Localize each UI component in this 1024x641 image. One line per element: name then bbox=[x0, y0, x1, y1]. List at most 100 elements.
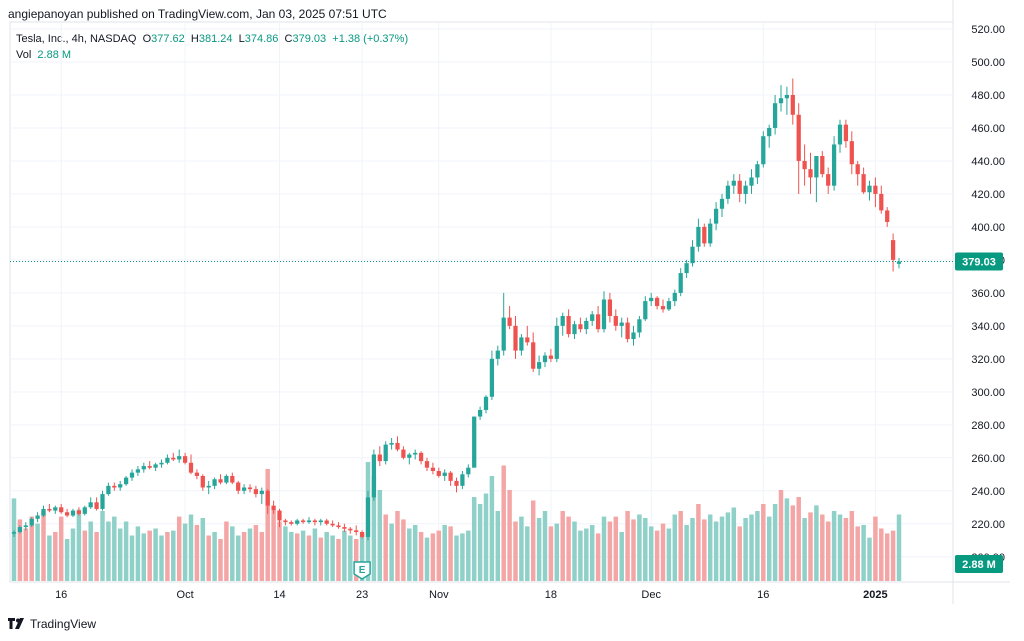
volume-bar bbox=[265, 469, 270, 581]
published-header: angiepanoyan published on TradingView.co… bbox=[8, 7, 387, 21]
volume-bar bbox=[525, 526, 530, 581]
candle-body bbox=[690, 246, 695, 264]
candle-body bbox=[401, 449, 406, 458]
x-tick-label: 18 bbox=[545, 589, 557, 601]
candle-body bbox=[531, 342, 536, 369]
volume-bar bbox=[808, 512, 813, 581]
candle-body bbox=[407, 454, 412, 458]
vol-value: 2.88 M bbox=[37, 49, 72, 61]
candle-body bbox=[265, 490, 270, 506]
volume-bar bbox=[890, 530, 896, 581]
volume-bar bbox=[188, 514, 194, 581]
volume-bar bbox=[825, 521, 831, 581]
volume-bar bbox=[460, 533, 465, 581]
high-value: 381.24 bbox=[198, 33, 233, 45]
volume-bar bbox=[731, 507, 737, 581]
volume-bar bbox=[123, 521, 129, 581]
candle-body bbox=[560, 315, 565, 326]
candle-body bbox=[802, 160, 807, 170]
volume-bar bbox=[129, 535, 135, 581]
earnings-marker-label: E bbox=[359, 565, 366, 576]
candle-body bbox=[377, 454, 382, 462]
x-tick-label: Dec bbox=[641, 589, 661, 601]
candle-body bbox=[472, 416, 477, 468]
volume-bar bbox=[466, 530, 471, 581]
volume-bar bbox=[814, 505, 819, 581]
y-tick-label: 440.00 bbox=[971, 156, 1005, 168]
candle-body bbox=[731, 180, 736, 186]
volume-bar bbox=[471, 497, 477, 581]
x-tick-label: 23 bbox=[356, 589, 368, 601]
candle-body bbox=[70, 510, 76, 516]
volume-bar bbox=[530, 500, 536, 581]
volume-bar bbox=[867, 537, 872, 581]
x-tick-label: Nov bbox=[429, 589, 449, 601]
volume-bar bbox=[353, 539, 359, 581]
volume-bar bbox=[702, 519, 707, 581]
close-value: 379.03 bbox=[292, 33, 327, 45]
volume-bar bbox=[690, 518, 695, 581]
y-tick-label: 520.00 bbox=[971, 24, 1005, 36]
candle-body bbox=[348, 528, 353, 531]
volume-bar bbox=[259, 532, 265, 581]
volume-bar bbox=[241, 532, 247, 581]
volume-bar bbox=[147, 530, 152, 581]
volume-bar bbox=[218, 539, 223, 581]
footer-brand[interactable]: TradingView bbox=[30, 617, 97, 631]
volume-bar bbox=[194, 525, 200, 581]
volume-bar bbox=[743, 518, 748, 581]
volume-bar bbox=[495, 511, 501, 581]
tradingview-logo-icon bbox=[8, 618, 24, 629]
candle-body bbox=[253, 489, 259, 495]
x-tick-label: 16 bbox=[757, 589, 769, 601]
volume-bar bbox=[247, 528, 253, 581]
candle-body bbox=[755, 164, 760, 178]
candle-body bbox=[224, 475, 229, 483]
candle-body bbox=[442, 472, 447, 476]
volume-bar bbox=[802, 518, 807, 581]
candle-body bbox=[885, 210, 890, 222]
candle-body bbox=[572, 324, 577, 335]
candle-body bbox=[295, 520, 300, 524]
symbol-name[interactable]: Tesla, Inc., 4h, NASDAQ bbox=[16, 33, 137, 45]
candle-body bbox=[708, 223, 713, 244]
volume-bar bbox=[519, 516, 524, 581]
y-tick-label: 500.00 bbox=[971, 57, 1005, 69]
volume-bar bbox=[182, 523, 188, 581]
y-tick-label: 300.00 bbox=[971, 387, 1005, 399]
candle-body bbox=[826, 174, 831, 186]
candle-body bbox=[153, 464, 158, 468]
candle-body bbox=[525, 337, 530, 343]
candle-body bbox=[88, 502, 93, 508]
volume-bar bbox=[11, 498, 17, 581]
volume-bar bbox=[749, 514, 754, 581]
volume-bar bbox=[294, 533, 300, 581]
volume-bar bbox=[318, 537, 324, 581]
close-label: C bbox=[284, 33, 293, 45]
last-price-tag bbox=[955, 252, 1003, 271]
volume-bar bbox=[70, 528, 76, 581]
volume-bar bbox=[29, 516, 34, 581]
volume-bar bbox=[224, 521, 229, 581]
candle-body bbox=[112, 485, 117, 488]
vol-label[interactable]: Vol bbox=[16, 49, 32, 61]
volume-bar bbox=[766, 516, 772, 581]
candle-body bbox=[271, 505, 276, 511]
candle-body bbox=[637, 319, 642, 333]
candle-body bbox=[542, 355, 548, 363]
candle-body bbox=[843, 124, 849, 142]
volume-bar bbox=[153, 528, 158, 581]
candle-body bbox=[236, 482, 241, 491]
volume-bar bbox=[578, 530, 583, 581]
volume-bar bbox=[271, 511, 276, 581]
candle-body bbox=[737, 180, 742, 194]
candle-body bbox=[483, 396, 489, 410]
candle-body bbox=[300, 520, 306, 523]
candle-body bbox=[507, 317, 512, 326]
candle-body bbox=[177, 456, 182, 460]
candle-body bbox=[336, 525, 341, 528]
candle-body bbox=[607, 299, 613, 316]
volume-bar bbox=[383, 514, 388, 581]
volume-bar bbox=[873, 516, 878, 581]
